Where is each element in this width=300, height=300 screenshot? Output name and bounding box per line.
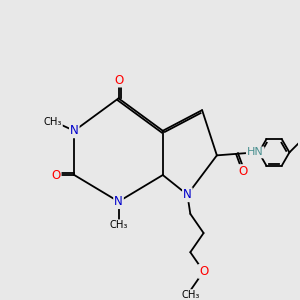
Text: N: N xyxy=(114,195,123,208)
Text: O: O xyxy=(51,169,61,182)
Text: O: O xyxy=(114,74,123,86)
Text: CH₃: CH₃ xyxy=(109,220,128,230)
Text: CH₃: CH₃ xyxy=(181,290,200,300)
Text: N: N xyxy=(70,124,79,137)
Text: N: N xyxy=(183,188,192,201)
Text: O: O xyxy=(238,165,247,178)
Text: CH₃: CH₃ xyxy=(44,117,62,127)
Text: HN: HN xyxy=(247,147,264,158)
Text: O: O xyxy=(199,265,208,278)
